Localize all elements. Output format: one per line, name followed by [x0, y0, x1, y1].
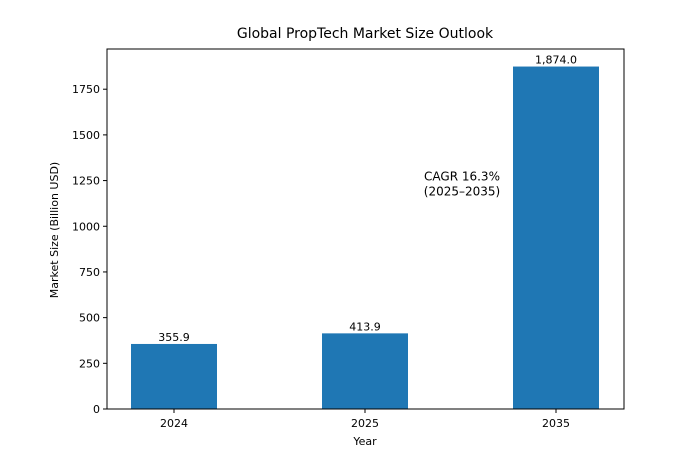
bar-2024: [131, 343, 217, 409]
x-axis-label: Year: [352, 435, 377, 448]
y-tick-label-1250: 1250: [72, 175, 100, 188]
plot-area: 355.9 413.9 1,874.0 0 250 500 750 1000 1250 1500 1…: [72, 48, 625, 430]
bar-2025: [322, 333, 408, 409]
y-tick-label-1000: 1000: [72, 220, 100, 233]
x-tick-label-2025: 2025: [351, 417, 379, 430]
x-tick-label-2035: 2035: [542, 417, 570, 430]
y-tick-label-1500: 1500: [72, 129, 100, 142]
data-label-2035: 1,874.0: [535, 54, 577, 67]
data-label-2024: 355.9: [158, 331, 190, 344]
data-label-2025: 413.9: [349, 320, 381, 333]
chart-title: Global PropTech Market Size Outlook: [237, 26, 494, 42]
x-tick-label-2024: 2024: [160, 417, 188, 430]
y-tick-label-0: 0: [93, 403, 100, 416]
y-axis-label: Market Size (Billion USD): [48, 162, 61, 298]
bar-2035: [513, 66, 599, 409]
cagr-annotation-line-2: (2025–2035): [424, 184, 500, 198]
y-tick-label-250: 250: [79, 357, 100, 370]
y-tick-label-750: 750: [79, 266, 100, 279]
y-tick-label-500: 500: [79, 312, 100, 325]
y-tick-label-1750: 1750: [72, 83, 100, 96]
cagr-annotation-line-1: CAGR 16.3%: [424, 169, 500, 183]
